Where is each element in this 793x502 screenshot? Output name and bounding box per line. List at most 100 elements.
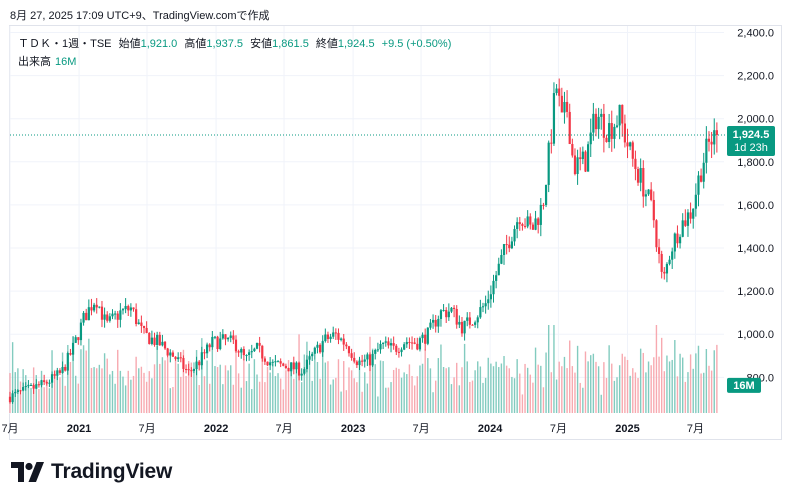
candle-body (634, 158, 637, 170)
candle-body (707, 138, 711, 142)
candle-body (413, 342, 416, 344)
candle-body (445, 310, 448, 318)
volume-bar (516, 359, 518, 413)
candle-body (324, 334, 327, 342)
volume-bar (382, 361, 384, 413)
volume-bar (285, 370, 287, 413)
candle-body (608, 123, 611, 143)
volume-bar (198, 385, 200, 413)
candle-body (121, 309, 125, 311)
candle-body (229, 335, 232, 338)
x-tick-label: 7月 (687, 423, 704, 435)
volume-bar (379, 360, 382, 413)
volume-bar (306, 341, 308, 413)
candle-body (177, 357, 180, 360)
candle-body (374, 349, 377, 354)
candle-body (142, 325, 146, 328)
candle-body (463, 320, 466, 334)
volume-bar (279, 378, 282, 413)
candle-body (132, 307, 135, 310)
x-tick-label: 7月 (550, 423, 567, 435)
volume-bar (124, 385, 127, 413)
volume-bar (340, 391, 342, 413)
candle-body (460, 321, 464, 334)
candle-body (305, 359, 309, 370)
volume-bar (498, 367, 500, 413)
volume-bar (629, 375, 631, 413)
volume-bar (90, 367, 93, 413)
volume-bar (440, 344, 442, 413)
candle-body (558, 88, 561, 96)
volume-bar (169, 388, 171, 413)
candle-body (303, 369, 306, 374)
volume-bar (153, 364, 156, 413)
candle-body (316, 344, 319, 348)
candle-body (276, 361, 280, 363)
volume-bar (293, 378, 295, 413)
candle-body (156, 334, 159, 345)
volume-bar (185, 375, 187, 413)
volume-bar (663, 371, 666, 413)
volume-bar (618, 365, 621, 413)
candle-body (61, 366, 64, 373)
volume-bar (377, 396, 379, 413)
candle-body (389, 343, 393, 346)
candle-body (555, 88, 558, 94)
candle-body (282, 363, 285, 366)
volume-bar (524, 363, 526, 413)
x-tick-label: 2024 (478, 423, 503, 435)
candle-body (53, 374, 56, 376)
volume-bar (209, 383, 211, 413)
candle-body (550, 142, 553, 144)
candle-body (526, 216, 529, 227)
volume-bar (500, 363, 503, 413)
candle-body (227, 337, 230, 340)
candle-body (442, 310, 445, 312)
volume-bar (679, 353, 681, 413)
volume-bar (385, 387, 387, 413)
candle-body (198, 361, 201, 366)
candle-body (347, 346, 351, 354)
volume-bar (174, 359, 177, 413)
candle-body (297, 362, 301, 376)
candle-body (516, 222, 519, 229)
volume-bar (590, 355, 592, 413)
candle-body (418, 338, 422, 350)
volume-bar (616, 377, 618, 413)
candle-body (129, 307, 132, 311)
tradingview-logo[interactable]: TradingView (11, 460, 172, 484)
candle-body (195, 361, 198, 370)
x-tick-label: 7月 (275, 423, 292, 435)
volume-bar (88, 338, 90, 413)
volume-bar (595, 361, 597, 413)
candle-body (592, 113, 595, 133)
volume-bar (130, 379, 132, 413)
candle-body (234, 339, 238, 352)
volume-bar (248, 363, 250, 413)
candle-body (339, 338, 343, 340)
x-tick-label: 7月 (412, 423, 429, 435)
volume-bar (705, 349, 708, 413)
volume-bar (687, 372, 689, 413)
volume-label: 出来高 (18, 56, 51, 68)
candle-body (19, 390, 22, 392)
candle-body (135, 309, 138, 325)
candle-body (579, 157, 582, 160)
candle-body (655, 220, 658, 248)
volume-bar (240, 387, 242, 413)
candle-body (190, 370, 193, 372)
candle-body (318, 344, 322, 353)
volume-bar (332, 379, 334, 413)
volume-bar (421, 363, 424, 413)
y-tick-label: 1,200.0 (737, 286, 774, 298)
volume-bar (660, 337, 663, 413)
candle-body (85, 312, 88, 321)
x-tick-label: 7月 (138, 423, 155, 435)
candle-body (95, 304, 98, 308)
candle-body (11, 393, 14, 403)
low-label: 安値 (250, 38, 273, 50)
candle-body (534, 218, 537, 230)
candle-body (403, 344, 406, 350)
volume-bar (311, 380, 313, 413)
